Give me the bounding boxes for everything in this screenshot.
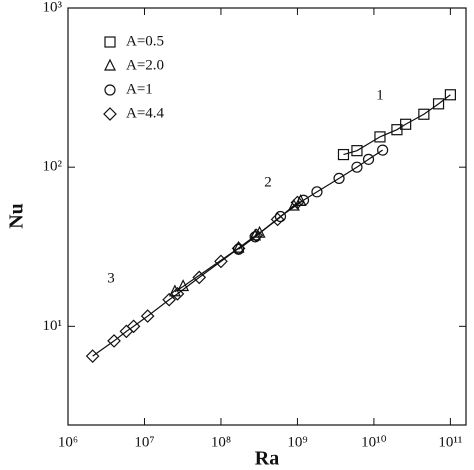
legend-label: A=0.5 [126,33,164,49]
marker-diamond [126,319,141,334]
y-tick-label: 10² [43,159,63,175]
marker-circle [351,161,363,173]
marker-square [374,131,386,143]
marker-diamond [249,228,264,243]
x-tick-label: 10⁸ [211,434,231,450]
x-tick-label: 10⁷ [134,434,154,450]
marker-diamond [192,270,207,285]
marker-triangle [177,279,190,292]
marker-diamond [103,107,117,121]
marker-diamond [290,195,305,210]
y-axis-title: Nu [6,203,28,229]
marker-square [444,89,456,101]
x-tick-label: 10¹¹ [438,434,462,450]
marker-diamond [85,349,100,363]
annotation: 1 [376,87,384,103]
marker-square [337,148,350,161]
y-tick-label: 10³ [43,0,63,15]
marker-circle [333,172,345,185]
x-tick-label: 10⁹ [287,434,307,450]
marker-circle [362,153,375,165]
marker-diamond [162,292,176,307]
x-axis-title: Ra [255,448,279,470]
marker-triangle [104,58,116,71]
marker-circle [311,186,323,198]
marker-diamond [107,334,121,348]
legend-label: A=1 [126,81,153,97]
x-tick-label: 10⁶ [58,434,78,450]
legend-label: A=2.0 [126,57,164,73]
annotation: 3 [107,270,115,286]
trend-line [92,202,298,357]
marker-circle [377,144,389,156]
y-tick-label: 10¹ [43,318,63,334]
marker-diamond [214,254,228,269]
marker-circle [274,210,287,223]
plot-frame [67,7,467,426]
marker-square [432,98,445,110]
marker-circle [104,84,116,96]
marker-square [351,145,363,157]
marker-square [104,36,116,48]
marker-diamond [170,287,185,301]
x-tick-label: 10¹⁰ [361,434,387,450]
trend-line [343,94,451,156]
marker-diamond [231,241,246,256]
marker-square [418,108,430,120]
marker-square [400,118,412,130]
marker-diamond [140,309,155,323]
marker-circle [297,194,310,206]
annotation: 2 [264,174,272,190]
legend-label: A=4.4 [126,105,165,121]
marker-diamond [270,212,285,227]
